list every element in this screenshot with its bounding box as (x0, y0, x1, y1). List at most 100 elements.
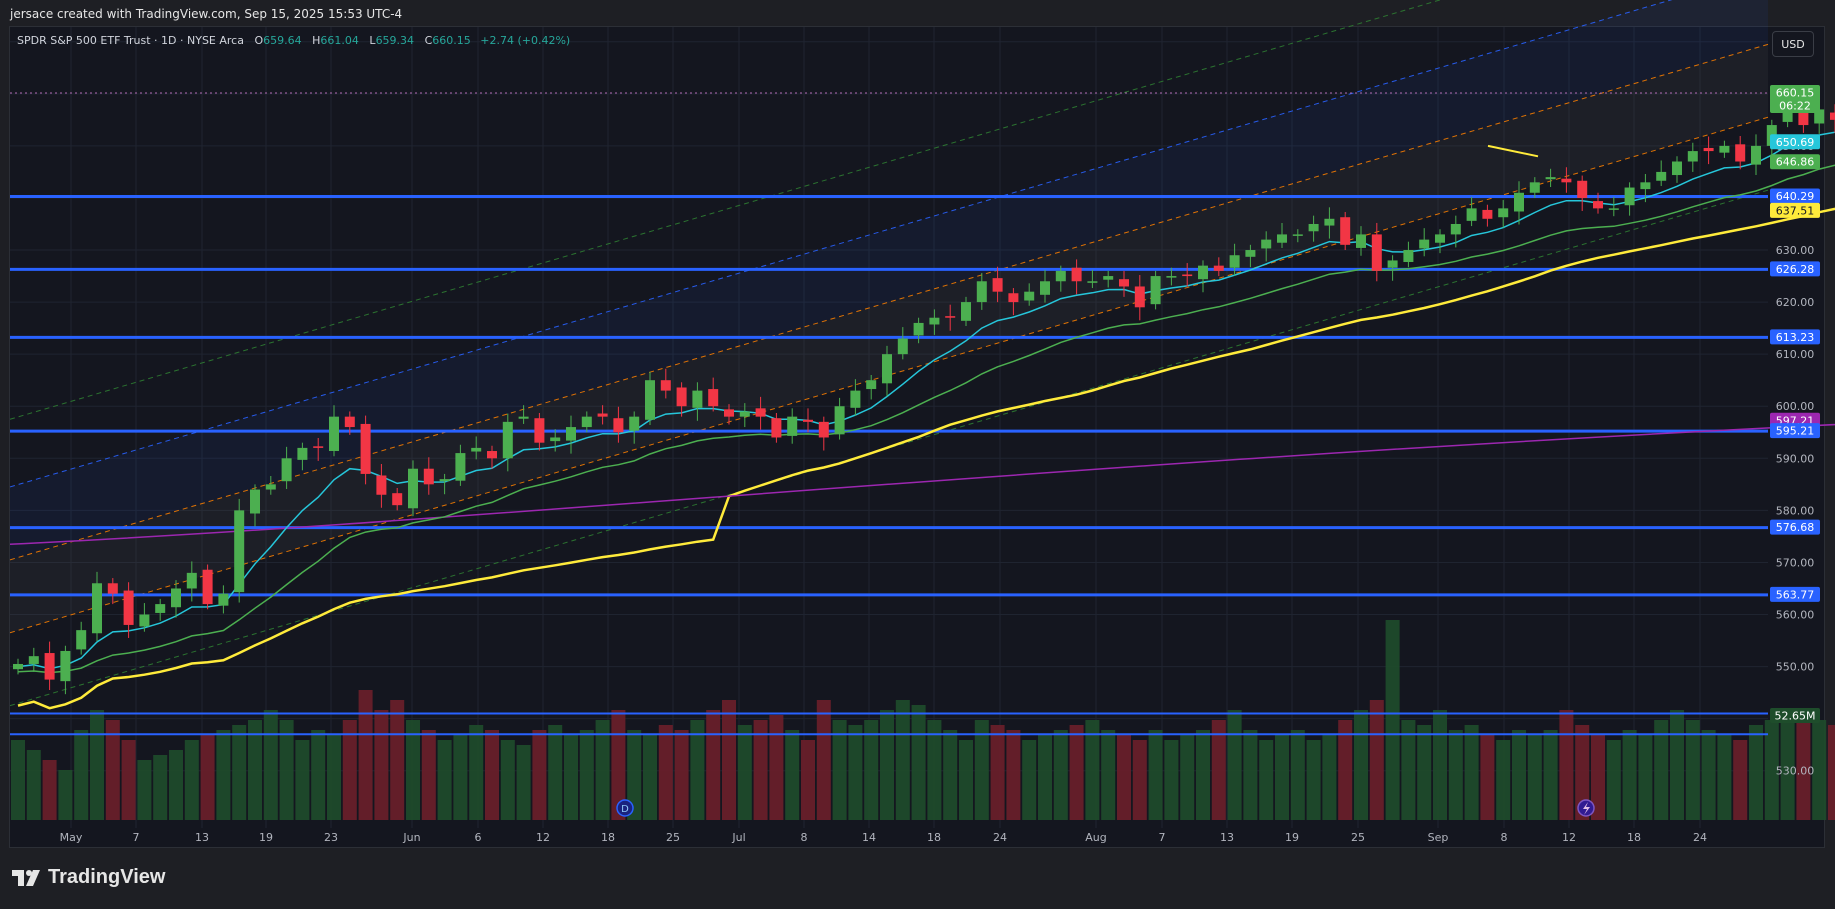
x-tick-label: May (60, 831, 83, 844)
volume-bar (769, 715, 784, 820)
volume-bar (1275, 735, 1289, 820)
price-badge-label: 563.77 (1776, 588, 1815, 601)
candle-body (1830, 112, 1835, 120)
x-tick-label: 7 (1159, 831, 1166, 844)
candle-body (724, 409, 734, 417)
volume-bar (184, 740, 199, 820)
candle-body (929, 317, 940, 325)
candle-body (534, 418, 545, 443)
price-badge (1770, 85, 1820, 114)
x-tick-label: 8 (801, 831, 808, 844)
candle-body (329, 416, 339, 452)
volume-bar (485, 730, 499, 820)
candle-body (1403, 250, 1414, 262)
candle-body (76, 630, 87, 650)
price-badge-label: 613.23 (1776, 331, 1815, 344)
candle-body (1182, 274, 1193, 277)
candle-body (1498, 208, 1509, 218)
volume-bar (848, 725, 863, 820)
candle-body (755, 408, 766, 417)
candle-body (1466, 208, 1477, 221)
volume-bar (1433, 710, 1447, 820)
volume-bar (358, 690, 373, 820)
volume-bar (1512, 730, 1526, 820)
candle-body (1024, 291, 1035, 301)
candle-body (202, 569, 213, 605)
volume-bar (1796, 715, 1811, 820)
candle-body (92, 583, 102, 634)
volume-bar (1322, 735, 1337, 820)
volume-bar (1117, 735, 1131, 820)
candle-body (1608, 208, 1619, 210)
volume-bar (1259, 740, 1274, 820)
candle-body (487, 451, 497, 459)
candle-body (1356, 234, 1366, 248)
volume-bar (1354, 710, 1368, 820)
x-tick-label: 19 (1285, 831, 1299, 844)
close-label: C (424, 34, 433, 47)
volume-bar (1717, 735, 1732, 820)
open-label: O (254, 34, 264, 47)
volume-bar (295, 740, 310, 820)
volume-bar (1701, 730, 1716, 820)
volume-bar (1685, 720, 1700, 820)
volume-bar (595, 720, 610, 820)
volume-bar (1591, 735, 1605, 820)
candle-body (28, 656, 39, 664)
volume-bar (1828, 725, 1835, 820)
volume-bar (1764, 720, 1779, 820)
volume-bar (1369, 700, 1384, 820)
symbol-title[interactable]: SPDR S&P 500 ETF Trust · 1D · NYSE Arca (17, 34, 244, 47)
candle-body (439, 479, 450, 482)
y-tick-label: 550.00 (1776, 661, 1815, 674)
volume-bar (1622, 730, 1637, 820)
volume-bar (927, 720, 942, 820)
candle-body (550, 437, 561, 442)
volume-bar (548, 725, 563, 820)
candle-body (297, 447, 308, 460)
currency-button[interactable]: USD (1772, 31, 1814, 57)
candle-body (1071, 267, 1082, 282)
candle-body (1213, 265, 1224, 271)
volume-bar (421, 730, 436, 820)
volume-bar (58, 770, 73, 820)
volume-bar (1401, 720, 1416, 820)
x-tick-label: 13 (195, 831, 209, 844)
low-value: 659.34 (375, 34, 415, 47)
volume-bar (216, 730, 231, 820)
candle-body (218, 593, 229, 606)
volume-bar (943, 730, 958, 820)
candle-body (1687, 151, 1698, 162)
volume-bar (911, 705, 926, 820)
x-tick-label: 18 (927, 831, 941, 844)
candle-body (1672, 161, 1682, 176)
candle-body (1577, 180, 1588, 198)
volume-bar (959, 740, 973, 820)
candle-body (1055, 270, 1066, 282)
volume-bar (1085, 720, 1100, 820)
volume-bar (1132, 740, 1147, 820)
volume-bar (500, 740, 515, 820)
candle-body (1814, 109, 1825, 124)
candle-body (566, 427, 576, 441)
candle-body (1261, 239, 1272, 249)
volume-bar (564, 735, 578, 820)
x-tick-label: 12 (1562, 831, 1576, 844)
candle-body (1324, 218, 1335, 226)
volume-bar (169, 750, 183, 820)
candle-body (771, 418, 782, 438)
volume-bar (1780, 710, 1795, 820)
volume-bar (1385, 620, 1400, 820)
volume-bar (374, 710, 389, 820)
candle-body (739, 411, 750, 417)
volume-bar (658, 725, 673, 820)
candle-body (1119, 279, 1129, 287)
volume-bar (469, 725, 484, 820)
candle-body (1340, 217, 1351, 245)
x-tick-label: Sep (1428, 831, 1449, 844)
candle-body (913, 322, 924, 336)
price-badge (1770, 329, 1820, 345)
tradingview-brand[interactable]: TradingView (12, 866, 165, 889)
volume-bar (1464, 725, 1479, 820)
